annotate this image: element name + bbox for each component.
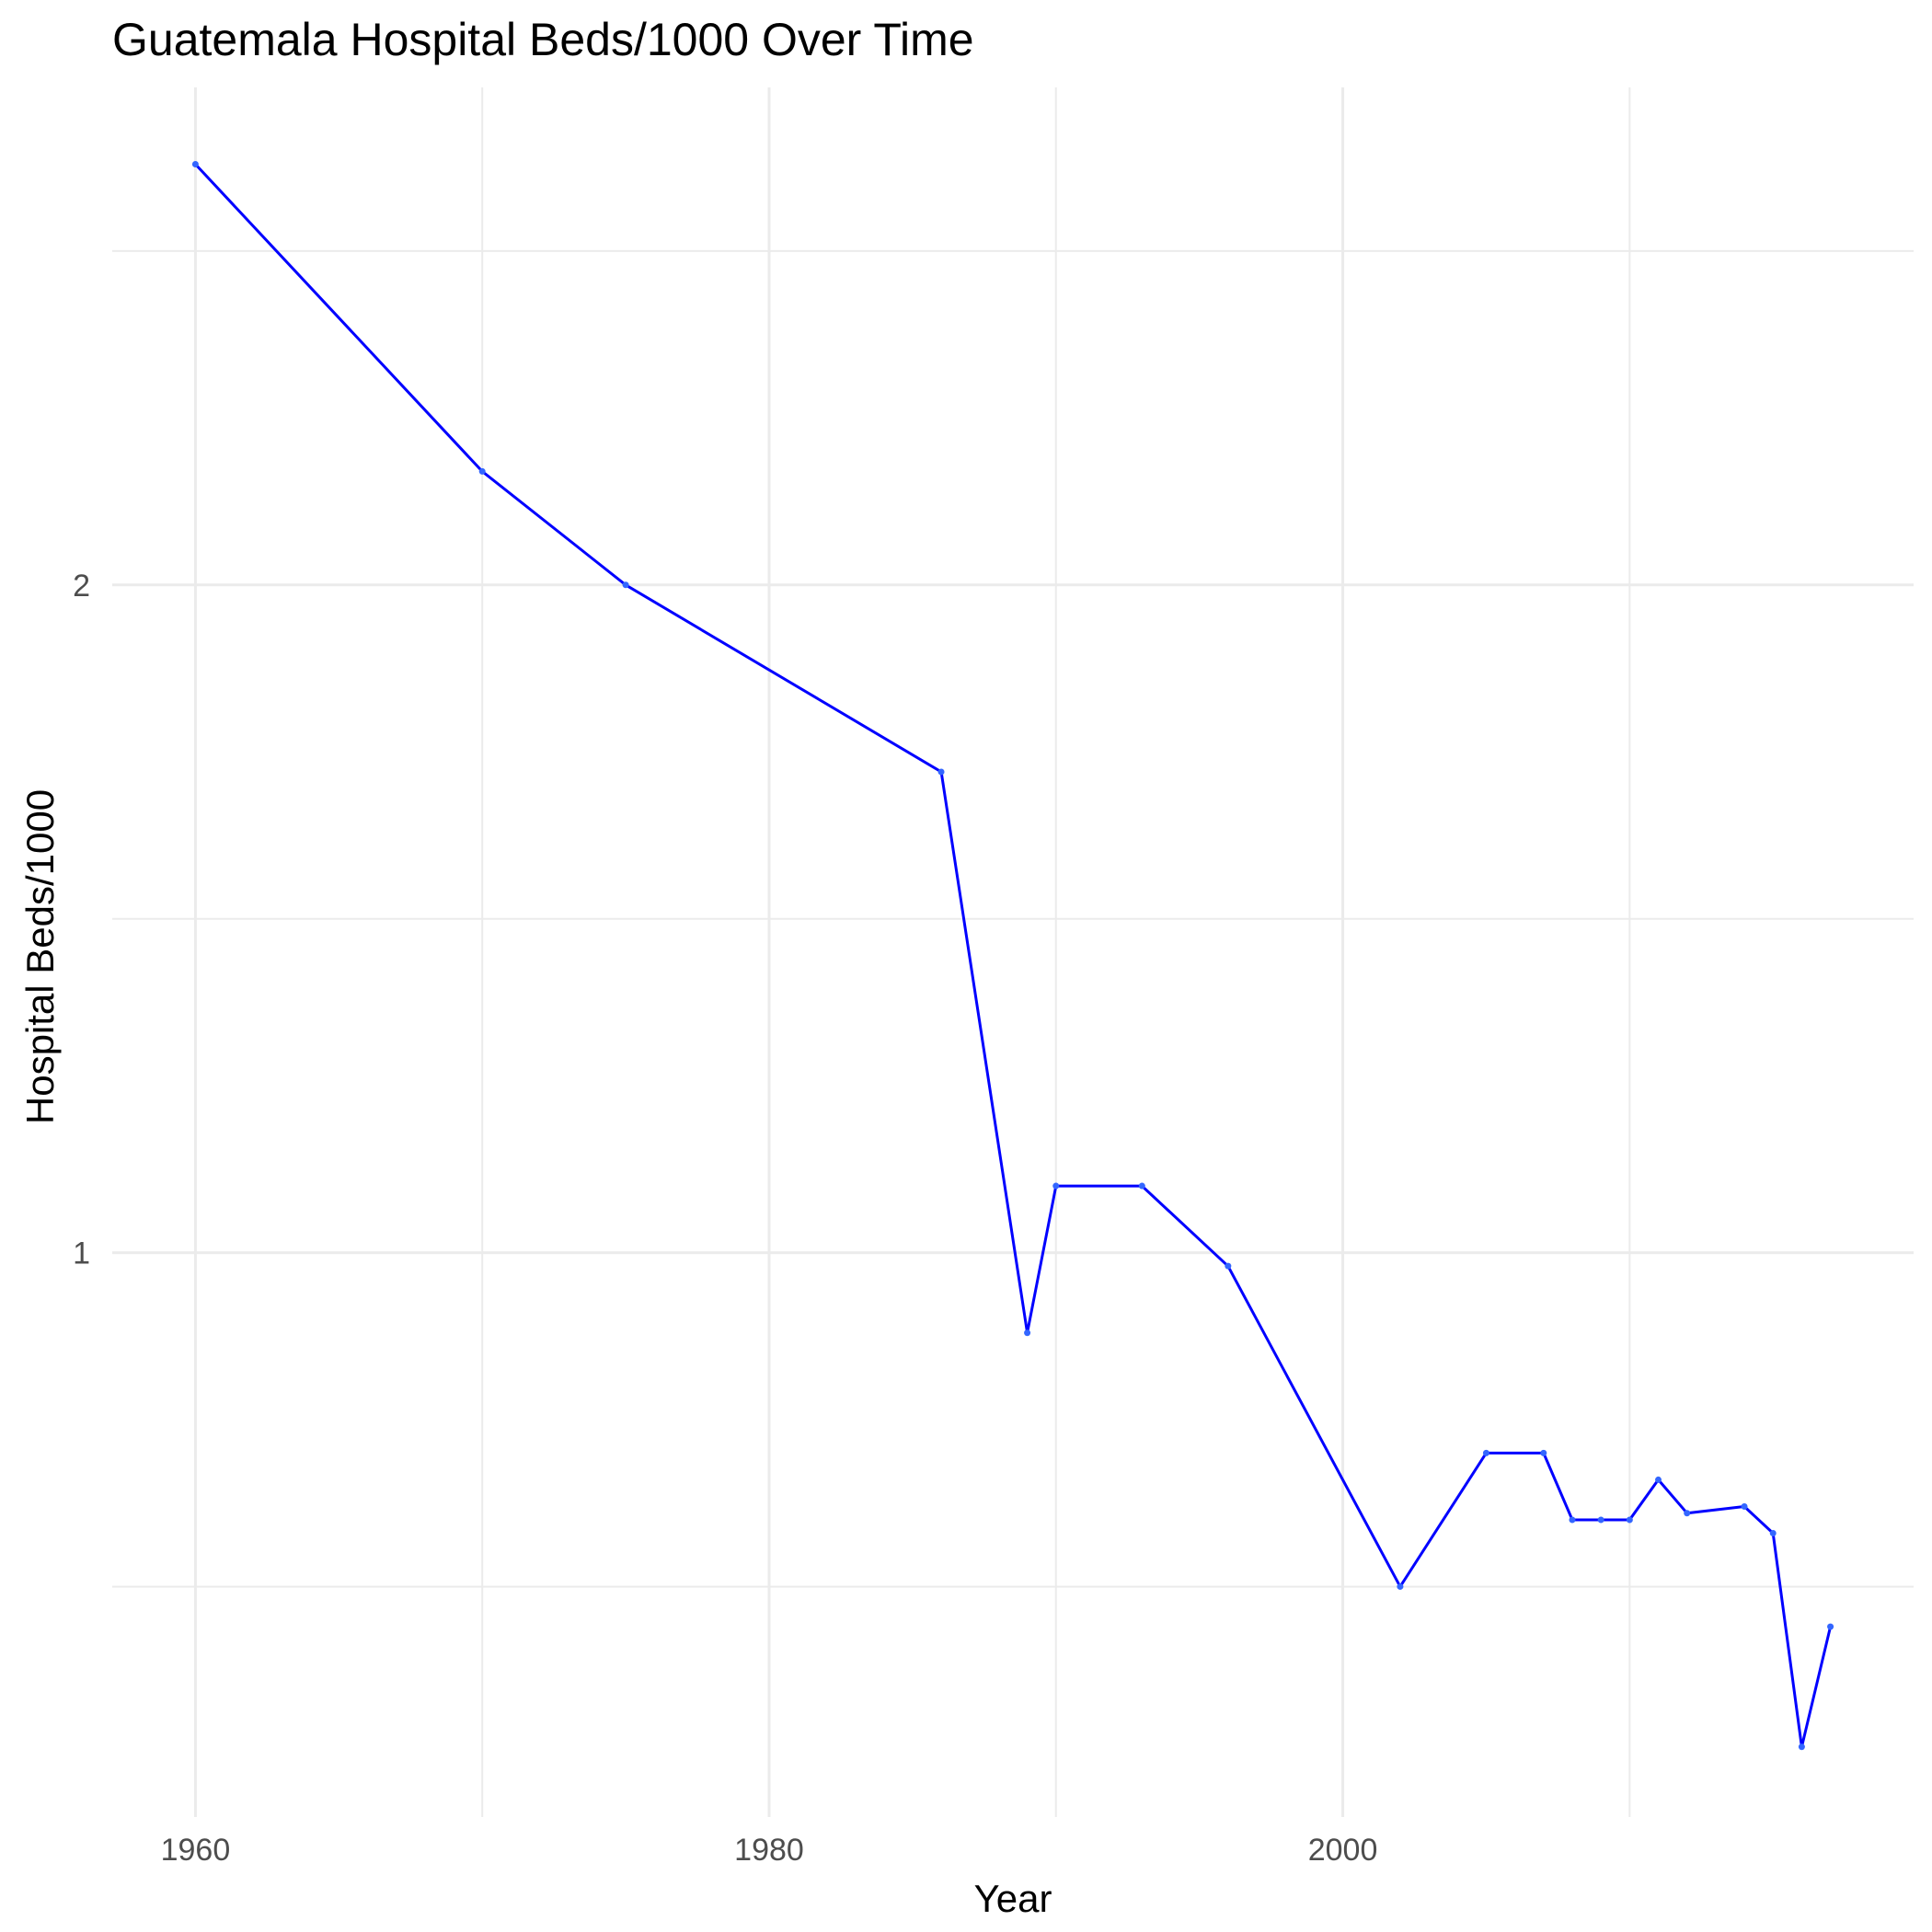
series-line-layer	[194, 163, 1833, 1749]
y-tick-label: 1	[73, 1236, 90, 1271]
data-point	[1741, 1502, 1748, 1510]
data-point	[1684, 1510, 1691, 1517]
x-tick-label: 2000	[1308, 1833, 1378, 1868]
data-point	[478, 467, 486, 475]
tick-labels: 1960 1980 2000 1 2	[73, 569, 1377, 1868]
series-line	[194, 163, 1833, 1749]
data-point	[191, 160, 199, 167]
y-axis-title: Hospital Beds/1000	[18, 789, 62, 1124]
data-point	[1827, 1623, 1834, 1630]
data-point	[1225, 1262, 1232, 1270]
data-point	[1138, 1182, 1145, 1190]
data-point	[1798, 1743, 1805, 1751]
x-tick-label: 1960	[161, 1833, 231, 1868]
x-axis-title: Year	[974, 1877, 1052, 1920]
x-tick-label: 1980	[734, 1833, 804, 1868]
y-tick-label: 2	[73, 569, 90, 604]
data-point	[1569, 1516, 1576, 1524]
chart-title: Guatemala Hospital Beds/1000 Over Time	[112, 14, 974, 65]
grid	[112, 87, 1914, 1817]
data-point	[1655, 1476, 1662, 1483]
data-point	[1482, 1449, 1489, 1456]
data-point	[1540, 1449, 1547, 1456]
data-point	[937, 768, 945, 776]
data-point	[622, 581, 629, 589]
data-point	[1052, 1182, 1060, 1190]
data-point	[1024, 1329, 1031, 1337]
series-points	[191, 160, 1834, 1751]
data-point	[1769, 1530, 1777, 1537]
data-point	[1626, 1516, 1633, 1524]
data-point	[1397, 1583, 1404, 1591]
data-point	[1597, 1516, 1604, 1524]
